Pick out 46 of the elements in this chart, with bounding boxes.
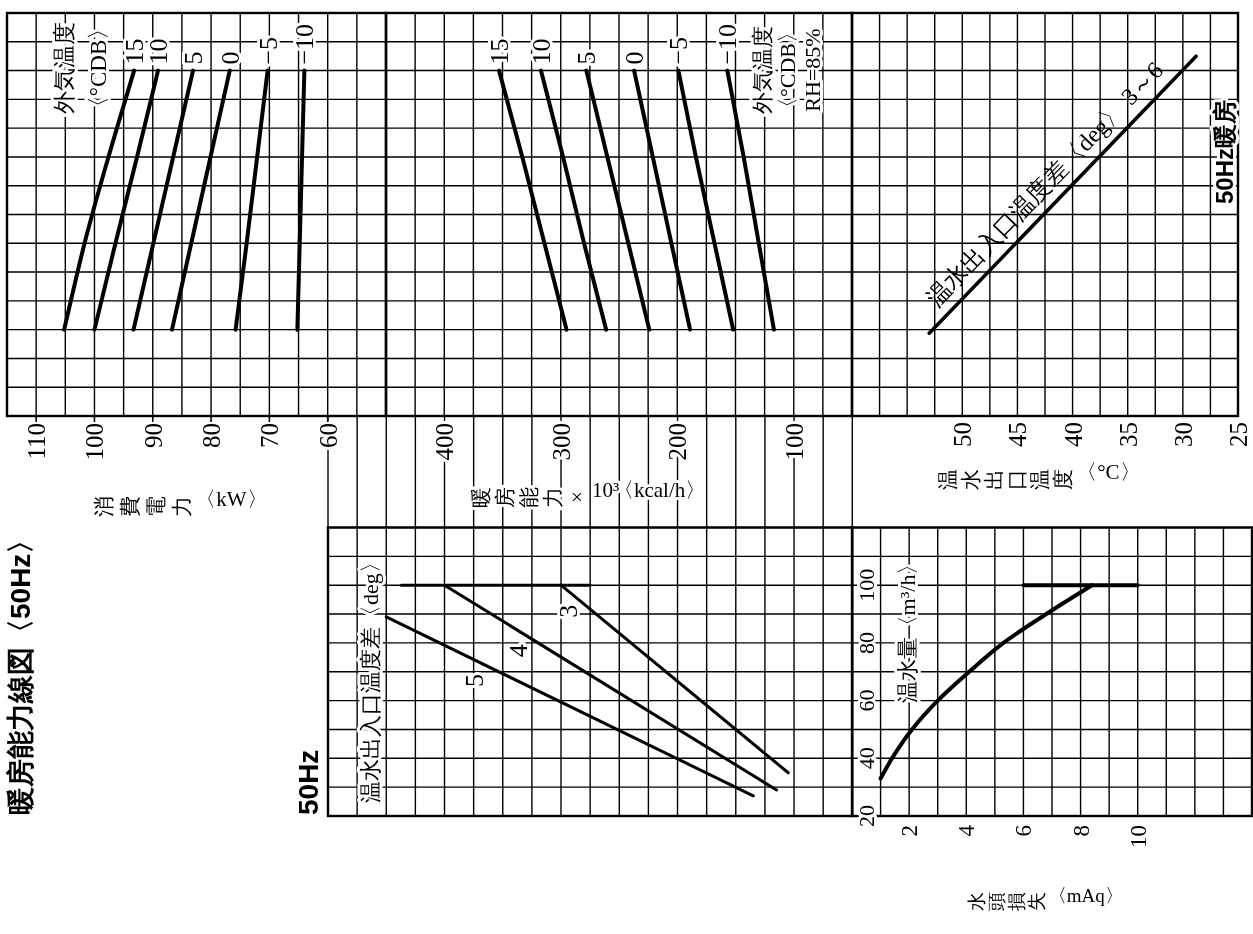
- x-tick-label: 35: [1114, 422, 1142, 447]
- x-tick-label: 60: [314, 423, 342, 448]
- y-tick-label: 100: [853, 568, 879, 602]
- x-tick-label: 25: [1224, 422, 1252, 447]
- x-axis-title: 消費電力〈kW〉: [92, 487, 268, 517]
- text: 15: [119, 38, 149, 65]
- legend-title: 外気温度〈°CDB〉: [51, 16, 111, 120]
- text: −10: [289, 23, 319, 65]
- x-tick-label: 8: [1068, 825, 1094, 837]
- annotation: 50Hz暖房: [1210, 100, 1238, 205]
- x-tick-label: 2: [896, 825, 922, 837]
- text: 5: [178, 51, 208, 65]
- y-tick-label: 60: [853, 689, 879, 712]
- x-tick-label: 45: [1003, 422, 1031, 447]
- legend-title: 温水出入口温度差〈deg〉: [357, 551, 383, 803]
- text: 0: [215, 51, 245, 65]
- text: 50Hz: [293, 749, 324, 815]
- x-tick-label: 40: [1059, 422, 1087, 447]
- text: −5: [663, 36, 693, 65]
- text: 0: [619, 51, 649, 65]
- x-tick-label: 200: [663, 423, 691, 461]
- x-tick-label: 400: [430, 423, 458, 461]
- y-tick-label: 40: [853, 747, 879, 770]
- text: 5: [459, 673, 489, 687]
- x-tick-label: 70: [255, 423, 283, 448]
- x-tick-label: 80: [197, 423, 225, 448]
- text: 暖房能力線図〈50Hz〉: [5, 525, 36, 815]
- x-tick-label: 110: [22, 423, 50, 460]
- x-tick-label: 90: [139, 423, 167, 448]
- x-tick-label: 10: [1125, 825, 1151, 848]
- x-tick-label: 100: [80, 423, 108, 461]
- x-tick-label: 30: [1169, 422, 1197, 447]
- text: −5: [253, 36, 283, 65]
- text: 3: [553, 604, 583, 618]
- text: −10: [712, 23, 742, 65]
- x-tick-label: 4: [953, 824, 979, 837]
- x-tick-label: 6: [1010, 825, 1036, 837]
- x-tick-label: 50: [948, 422, 976, 447]
- y-tick-label: 20: [853, 805, 879, 827]
- text: 5: [571, 51, 601, 65]
- x-axis-title: 温水出口温度〈°C〉: [936, 460, 1141, 490]
- text: 4: [503, 644, 533, 658]
- x-axis-title: 水頭損失〈mAq〉: [965, 884, 1124, 911]
- x-tick-label: 300: [547, 423, 575, 461]
- y-tick-label: 80: [853, 631, 879, 654]
- x-tick-label: 100: [780, 423, 808, 461]
